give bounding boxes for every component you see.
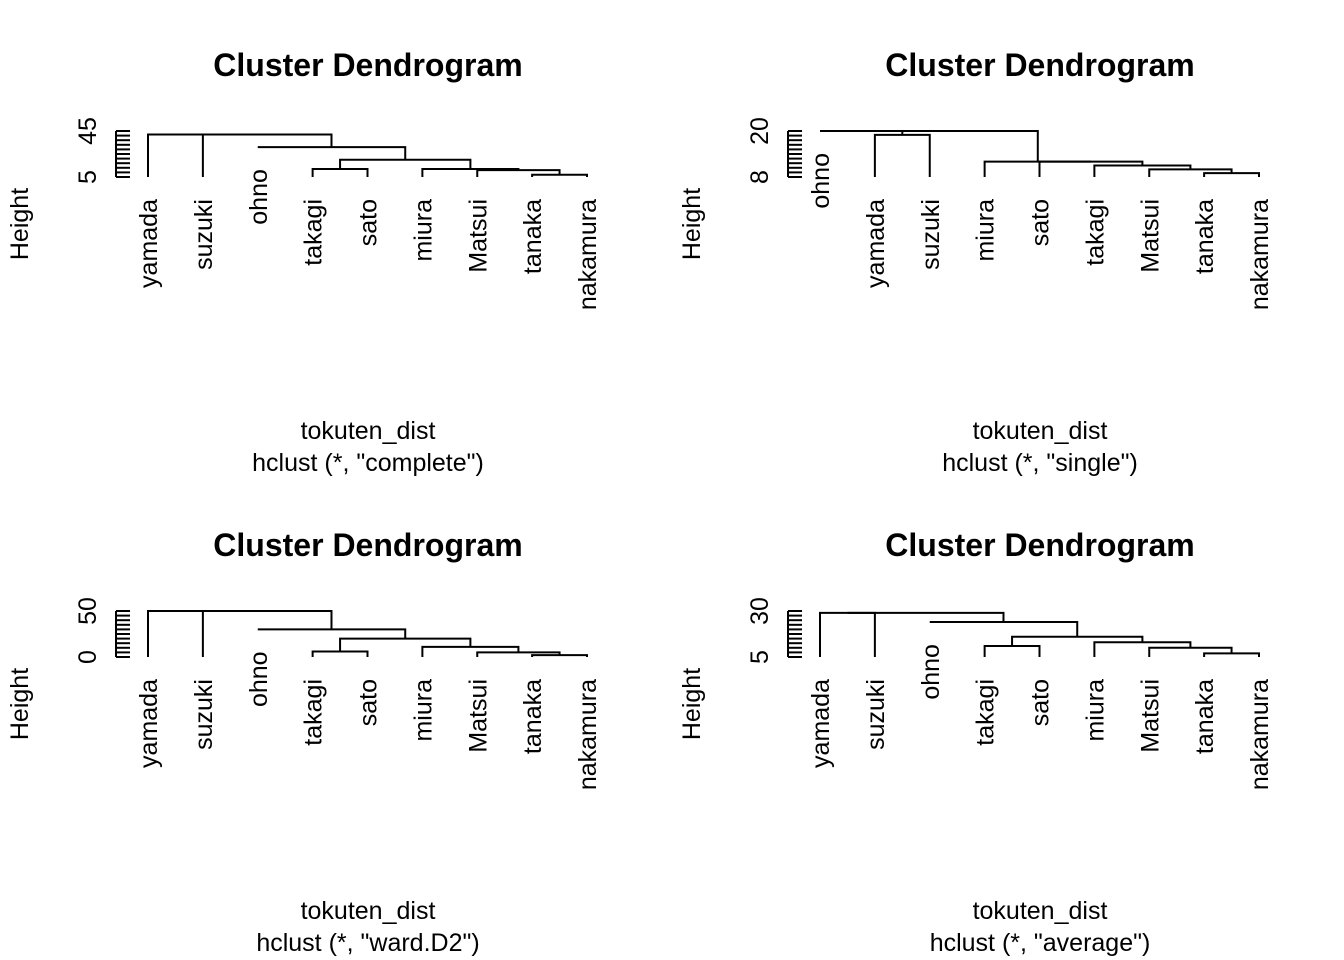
dendrogram-branch bbox=[1038, 160, 1144, 177]
dendrogram-panel: Cluster Dendrogram 5 45 Height yamada suzukio… bbox=[6, 47, 602, 477]
dendrogram-branch bbox=[147, 610, 204, 657]
leaf-label: Matsui bbox=[464, 679, 492, 753]
dendrogram-branch bbox=[1093, 641, 1192, 657]
dendrogram-branch bbox=[257, 146, 407, 160]
dendrogram-branch bbox=[257, 628, 407, 639]
leaf-label: nakamura bbox=[1246, 199, 1274, 310]
dendrogram-branch bbox=[983, 160, 1091, 177]
y-tick-label: 5 bbox=[74, 170, 102, 184]
leaf-label: tanaka bbox=[1191, 199, 1219, 274]
leaf-label: nakamura bbox=[1246, 679, 1274, 790]
leaf-label: ohno bbox=[245, 651, 273, 707]
y-axis-label: Height bbox=[678, 188, 706, 260]
leaf-label: nakamura bbox=[574, 679, 602, 790]
leaf-label: yamada bbox=[807, 679, 835, 768]
leaf-label: sato bbox=[1027, 679, 1055, 726]
leaf-label: suzuki bbox=[862, 679, 890, 750]
dendrogram-branch bbox=[819, 611, 876, 657]
leaf-label: Matsui bbox=[1136, 199, 1164, 273]
leaf-label: suzuki bbox=[190, 199, 218, 270]
chart-title: Cluster Dendrogram bbox=[885, 47, 1194, 83]
y-tick-label: 5 bbox=[746, 650, 774, 664]
dendrogram-branch bbox=[175, 610, 333, 630]
leaf-label: miura bbox=[972, 199, 1000, 262]
method-label: hclust (*, "ward.D2") bbox=[256, 929, 479, 957]
leaf-label: tanaka bbox=[519, 679, 547, 754]
method-label: hclust (*, "complete") bbox=[252, 449, 484, 477]
y-axis-label: Height bbox=[6, 188, 34, 260]
leaf-label: ohno bbox=[917, 644, 945, 700]
dendrogram-branch bbox=[1093, 164, 1192, 177]
dendrogram-branch bbox=[147, 133, 204, 177]
leaf-label: takagi bbox=[1081, 199, 1109, 266]
leaf-label: ohno bbox=[245, 169, 273, 225]
y-axis-label: Height bbox=[678, 668, 706, 740]
leaf-label: tanaka bbox=[519, 199, 547, 274]
dendrogram-branch bbox=[476, 651, 561, 657]
y-tick-label: 30 bbox=[746, 597, 774, 625]
dendrogram-branch bbox=[339, 158, 472, 169]
leaf-label: takagi bbox=[300, 679, 328, 746]
y-tick-label: 0 bbox=[74, 650, 102, 664]
dendrogram-branch bbox=[531, 173, 588, 177]
x-axis-label: tokuten_dist bbox=[301, 897, 436, 925]
leaf-label: sato bbox=[1027, 199, 1055, 246]
leaf-label: Matsui bbox=[1136, 679, 1164, 753]
method-label: hclust (*, "average") bbox=[930, 929, 1151, 957]
dendrogram-branch bbox=[1203, 172, 1260, 177]
leaf-label: nakamura bbox=[574, 199, 602, 310]
dendrogram-branch bbox=[311, 650, 369, 657]
dendrogram-panel: Cluster Dendrogram 0 50 Height yamada suzuki o… bbox=[6, 527, 602, 957]
dendrogram-branch bbox=[1203, 652, 1260, 657]
leaf-label: takagi bbox=[300, 199, 328, 266]
leaf-label: ohno bbox=[807, 153, 835, 209]
leaf-label: miura bbox=[1081, 679, 1109, 742]
x-axis-label: tokuten_dist bbox=[973, 897, 1108, 925]
dendrogram-branch bbox=[983, 644, 1041, 657]
leaf-label: tanaka bbox=[1191, 679, 1219, 754]
method-label: hclust (*, "single") bbox=[942, 449, 1138, 477]
leaf-label: miura bbox=[409, 199, 437, 262]
x-axis-label: tokuten_dist bbox=[301, 417, 436, 445]
leaf-label: yamada bbox=[862, 199, 890, 288]
y-axis-label: Height bbox=[6, 668, 34, 740]
leaf-label: miura bbox=[409, 679, 437, 742]
chart-title: Cluster Dendrogram bbox=[213, 47, 522, 83]
dendrogram-branch bbox=[531, 654, 588, 657]
y-tick-label: 50 bbox=[74, 597, 102, 625]
leaf-label: suzuki bbox=[917, 199, 945, 270]
dendrogram-branch bbox=[901, 130, 1039, 162]
y-tick-label: 45 bbox=[74, 117, 102, 145]
dendrogram-branch bbox=[311, 167, 369, 177]
dendrogram-panel: Cluster Dendrogram 5 30 Height yamada suzukio… bbox=[678, 527, 1274, 957]
leaf-label: yamada bbox=[135, 199, 163, 288]
leaf-label: sato bbox=[355, 199, 383, 246]
dendrogram-branch bbox=[847, 611, 1005, 623]
dendrogram-branch bbox=[339, 637, 472, 652]
dendrogram-branch bbox=[873, 133, 931, 177]
leaf-label: suzuki bbox=[190, 679, 218, 750]
dendrogram-branch bbox=[476, 169, 561, 177]
chart-title: Cluster Dendrogram bbox=[213, 527, 522, 563]
leaf-label: yamada bbox=[135, 679, 163, 768]
leaf-label: Matsui bbox=[464, 199, 492, 273]
y-tick-label: 8 bbox=[746, 170, 774, 184]
dendrogram-branch bbox=[929, 621, 1079, 637]
dendrogram-branch bbox=[175, 133, 333, 148]
leaf-label: takagi bbox=[972, 679, 1000, 746]
leaf-label: sato bbox=[355, 679, 383, 726]
dendrogram-branch bbox=[1011, 635, 1144, 646]
chart-title: Cluster Dendrogram bbox=[885, 527, 1194, 563]
y-tick-label: 20 bbox=[746, 117, 774, 145]
x-axis-label: tokuten_dist bbox=[973, 417, 1108, 445]
dendrogram-panel: Cluster Dendrogram 8 20 Height ohno yamada suz… bbox=[678, 47, 1274, 477]
